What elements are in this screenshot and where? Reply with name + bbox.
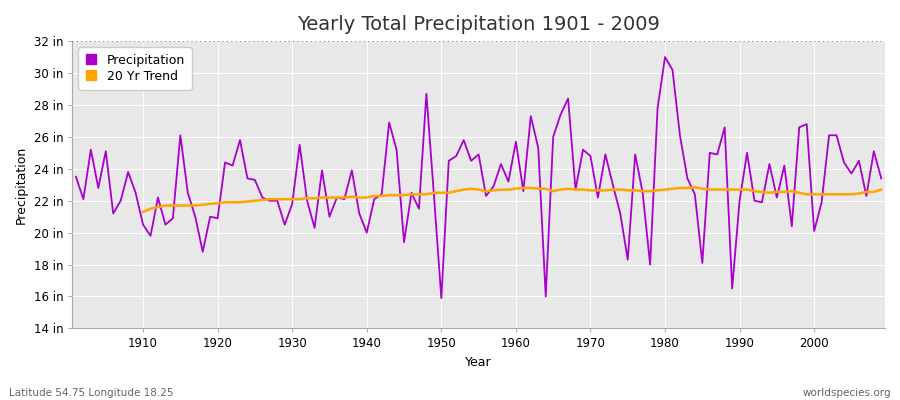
X-axis label: Year: Year	[465, 356, 492, 369]
Title: Yearly Total Precipitation 1901 - 2009: Yearly Total Precipitation 1901 - 2009	[297, 15, 660, 34]
Y-axis label: Precipitation: Precipitation	[15, 146, 28, 224]
Legend: Precipitation, 20 Yr Trend: Precipitation, 20 Yr Trend	[78, 47, 192, 90]
Text: worldspecies.org: worldspecies.org	[803, 388, 891, 398]
Text: Latitude 54.75 Longitude 18.25: Latitude 54.75 Longitude 18.25	[9, 388, 174, 398]
